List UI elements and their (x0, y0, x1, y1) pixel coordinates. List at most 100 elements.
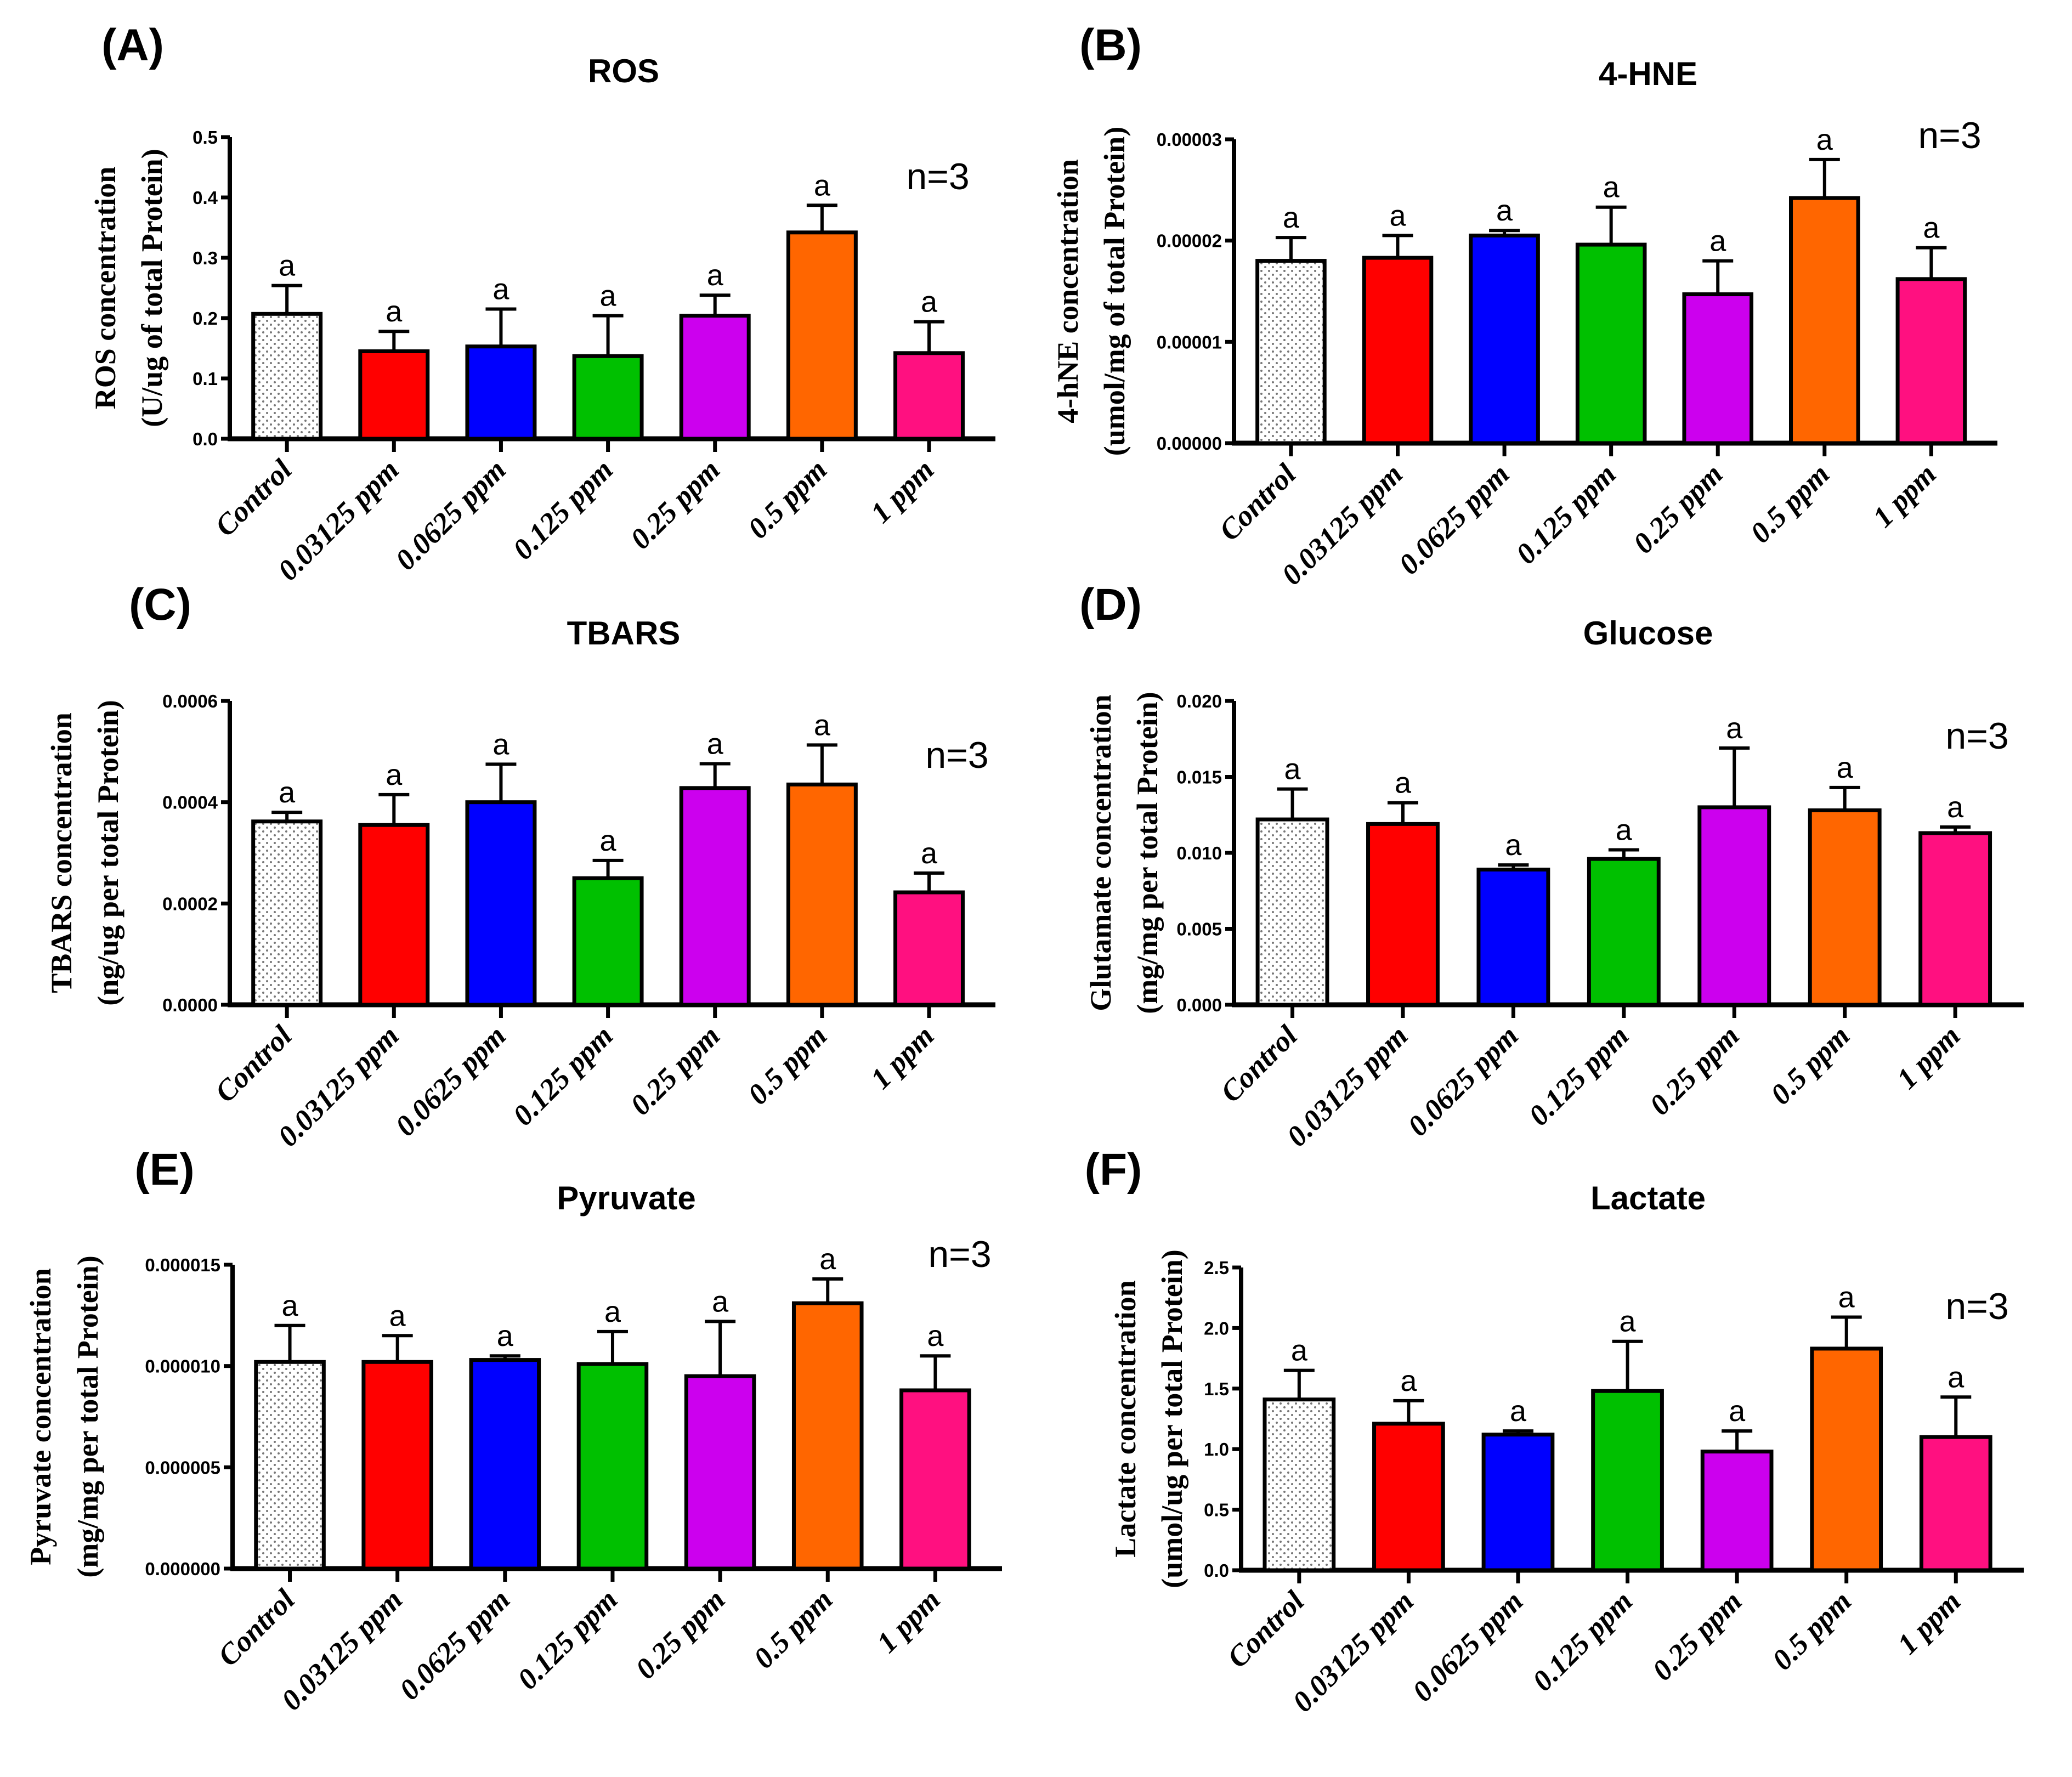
chart-title: 4-HNE (1599, 55, 1697, 92)
y-tick-label: 0.010 (1176, 843, 1222, 863)
significance-letter: a (921, 286, 938, 319)
significance-letter: a (600, 824, 617, 857)
significance-letter: a (600, 280, 617, 313)
y-axis-label: Lactate concentration (1109, 1280, 1142, 1557)
y-tick-label: 0.2 (193, 308, 218, 329)
x-tick-label: 0.25 ppm (624, 453, 727, 556)
y-tick-label: 2.5 (1204, 1258, 1229, 1278)
bar-control (1255, 817, 1329, 1007)
x-tick-label: 1 ppm (864, 453, 941, 529)
significance-letter: a (1729, 1395, 1746, 1428)
x-tick-label: 1 ppm (870, 1583, 947, 1659)
x-tick-label: 0.0625 ppm (1392, 457, 1516, 581)
bar-0-5-ppm (786, 230, 858, 441)
x-tick-label: 0.0625 ppm (389, 453, 512, 576)
bar-0-25-ppm (679, 314, 751, 441)
x-tick-label: Control (208, 453, 298, 542)
bar-0-0625-ppm (1481, 1433, 1555, 1572)
y-tick-label: 0.0 (193, 429, 218, 449)
bar-0-25-ppm (684, 1374, 756, 1571)
bar-0-25-ppm (1682, 292, 1754, 445)
y-tick-label: 0.3 (193, 248, 218, 268)
significance-letter: a (1496, 194, 1513, 227)
y-tick-label: 1.5 (1204, 1379, 1229, 1399)
x-tick-label: 0.25 ppm (629, 1583, 732, 1685)
y-tick-label: 2.0 (1204, 1318, 1229, 1338)
x-tick-label: 0.0625 ppm (389, 1019, 512, 1142)
significance-letter: a (604, 1295, 621, 1328)
bar-0-25-ppm (1700, 1450, 1774, 1572)
significance-letter: a (1947, 791, 1964, 824)
significance-letter: a (279, 776, 296, 809)
chart-title: TBARS (567, 615, 681, 652)
panel-label: (D) (1079, 580, 1142, 630)
y-axis-label: (umol/ug per total Protein) (1156, 1249, 1188, 1588)
significance-letter: a (1505, 829, 1522, 862)
y-tick-label: 0.00001 (1157, 332, 1222, 352)
significance-letter: a (1400, 1365, 1417, 1397)
panel-tbars: (C) TBARS TBARS concentration (ng/ug per to… (45, 580, 995, 1153)
x-tick-label: Control (1221, 1584, 1310, 1674)
x-tick-label: 0.5 ppm (741, 1019, 834, 1111)
bar-control (251, 312, 323, 441)
bar-0-125-ppm (1591, 1389, 1664, 1572)
significance-letter: a (814, 709, 831, 742)
x-tick-label: 0.25 ppm (1643, 1019, 1746, 1122)
bar-1-ppm (899, 1388, 971, 1571)
significance-letter: a (819, 1243, 836, 1276)
y-axis-label: (mg/mg per total Protein) (1131, 692, 1164, 1014)
y-tick-label: 0.005 (1176, 919, 1222, 940)
panel-label: (B) (1079, 20, 1142, 70)
x-tick-label: 0.5 ppm (1764, 1019, 1856, 1111)
bar-1-ppm (1919, 1435, 1992, 1572)
x-tick-label: 0.25 ppm (1627, 457, 1729, 560)
bar-control (1255, 259, 1327, 445)
significance-letter: a (1283, 201, 1300, 234)
bar-0-0625-ppm (469, 1358, 541, 1571)
x-tick-label: Control (1214, 1019, 1304, 1108)
panel-label: (A) (101, 20, 164, 70)
bar-control (251, 819, 323, 1007)
significance-letter: a (1620, 1305, 1637, 1338)
significance-letter: a (389, 1299, 406, 1332)
chart-title: Pyruvate (557, 1180, 695, 1216)
bar-0-125-ppm (572, 876, 644, 1007)
bar-0-5-ppm (1789, 196, 1860, 445)
sample-size-annotation: n=3 (1918, 115, 1981, 156)
significance-letter: a (1389, 199, 1406, 232)
significance-letter: a (386, 759, 403, 791)
x-tick-label: 0.125 ppm (1509, 457, 1622, 570)
x-tick-label: 0.0625 ppm (1406, 1584, 1530, 1708)
y-tick-label: 0.0002 (162, 893, 218, 914)
sample-size-annotation: n=3 (925, 734, 988, 776)
significance-letter: a (1948, 1361, 1965, 1394)
bar-0-0625-ppm (1476, 867, 1550, 1007)
y-tick-label: 0.000 (1176, 995, 1222, 1015)
y-axis-label: Pyruvate concentration (24, 1268, 57, 1565)
y-tick-label: 0.0000 (162, 995, 218, 1015)
y-axis-label: 4-hNE concentration (1051, 159, 1084, 423)
bar-0-125-ppm (576, 1362, 649, 1571)
significance-letter: a (814, 169, 831, 202)
significance-letter: a (921, 837, 938, 870)
panel-label: (C) (129, 580, 191, 630)
x-tick-label: 0.5 ppm (741, 453, 834, 545)
y-tick-label: 0.4 (193, 188, 218, 208)
x-tick-label: Control (212, 1583, 301, 1672)
y-tick-label: 0.00000 (1157, 433, 1222, 454)
significance-letter: a (1603, 171, 1620, 204)
significance-letter: a (1395, 767, 1412, 800)
bar-0-03125-ppm (1366, 822, 1440, 1007)
significance-letter: a (492, 728, 509, 761)
bar-0-0625-ppm (1469, 233, 1540, 445)
y-tick-label: 0.0 (1204, 1560, 1229, 1581)
sample-size-annotation: n=3 (1945, 1286, 2008, 1327)
chart-title: ROS (588, 53, 659, 89)
bar-0-5-ppm (1810, 1346, 1883, 1572)
y-tick-label: 0.000010 (145, 1356, 220, 1377)
y-tick-label: 0.0004 (162, 793, 218, 813)
bar-0-03125-ppm (1372, 1422, 1445, 1572)
x-tick-label: Control (1213, 457, 1302, 547)
y-tick-label: 0.015 (1176, 767, 1222, 788)
